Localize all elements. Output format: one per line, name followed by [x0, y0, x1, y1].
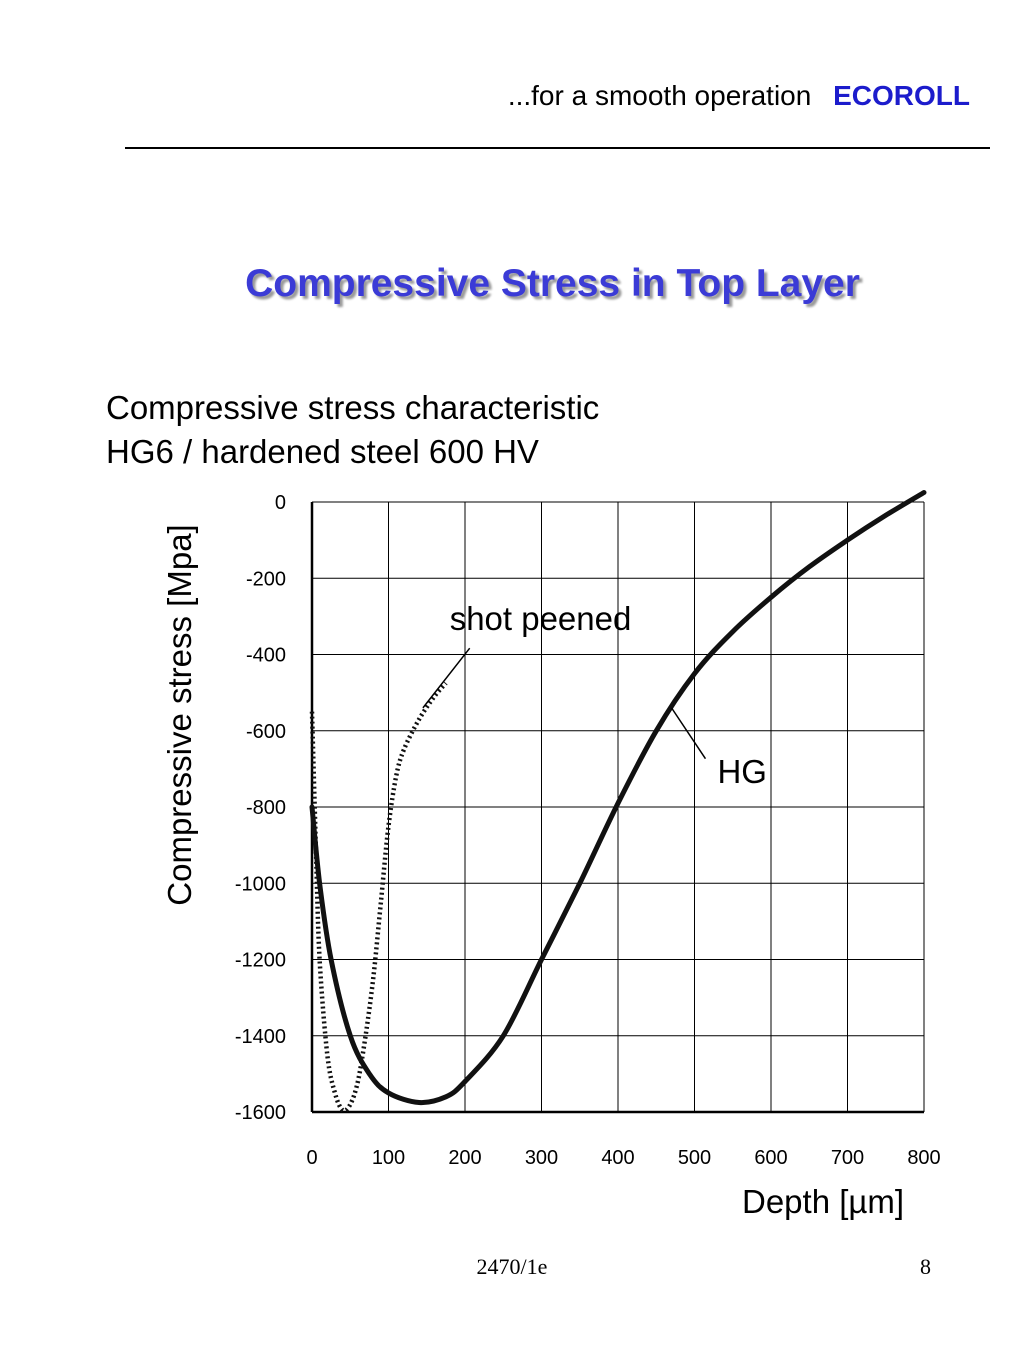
chart-series	[309, 490, 927, 1113]
description-line-1: Compressive stress characteristic	[106, 389, 600, 426]
series-line-shot-peened	[309, 681, 448, 1113]
x-tick-label: 300	[525, 1147, 558, 1169]
y-tick-label: -600	[246, 721, 286, 743]
x-tick-label: 200	[448, 1147, 481, 1169]
x-tick-label: 800	[907, 1147, 940, 1169]
x-tick-label: 0	[306, 1147, 317, 1169]
y-tick-label: -1200	[235, 950, 286, 972]
x-tick-label: 700	[831, 1147, 864, 1169]
header-divider	[125, 147, 990, 149]
x-axis-label: Depth [µm]	[742, 1183, 905, 1220]
page-number: 8	[920, 1254, 931, 1279]
annotation-hg: HG	[717, 752, 767, 790]
slide-title: Compressive Stress in Top Layer	[245, 262, 860, 305]
y-tick-label: -400	[246, 645, 286, 667]
slide-header: ...for a smooth operation ECOROLL	[508, 80, 970, 112]
y-tick-label: -1600	[235, 1102, 286, 1124]
brand-name: ECOROLL	[833, 80, 970, 111]
y-tick-label: -800	[246, 797, 286, 819]
x-tick-label: 500	[678, 1147, 711, 1169]
header-tagline: ...for a smooth operation	[507, 80, 812, 111]
annotation-leaders	[422, 647, 707, 760]
chart-description: Compressive stress characteristic HG6 / …	[106, 386, 599, 474]
x-tick-label: 400	[601, 1147, 634, 1169]
description-line-2: HG6 / hardened steel 600 HV	[106, 433, 539, 470]
x-tick-label: 600	[754, 1147, 787, 1169]
chart-tick-labels: 0 100 200 300 400 500 600 700 800 0 -200 -400 -600 -8…	[235, 492, 941, 1169]
y-tick-label: -1400	[235, 1026, 286, 1048]
annotation-leader-line	[422, 647, 471, 709]
document-code: 2470/1e	[476, 1254, 548, 1279]
y-axis-label: Compressive stress [Mpa]	[161, 524, 198, 906]
y-tick-label: 0	[275, 492, 286, 514]
x-tick-label: 100	[372, 1147, 405, 1169]
annotation-shot-peened: shot peened	[449, 600, 632, 638]
series-line-hg	[309, 490, 927, 1106]
annotation-leader-line	[670, 707, 707, 760]
y-tick-label: -200	[246, 568, 286, 590]
y-tick-label: -1000	[235, 873, 286, 895]
